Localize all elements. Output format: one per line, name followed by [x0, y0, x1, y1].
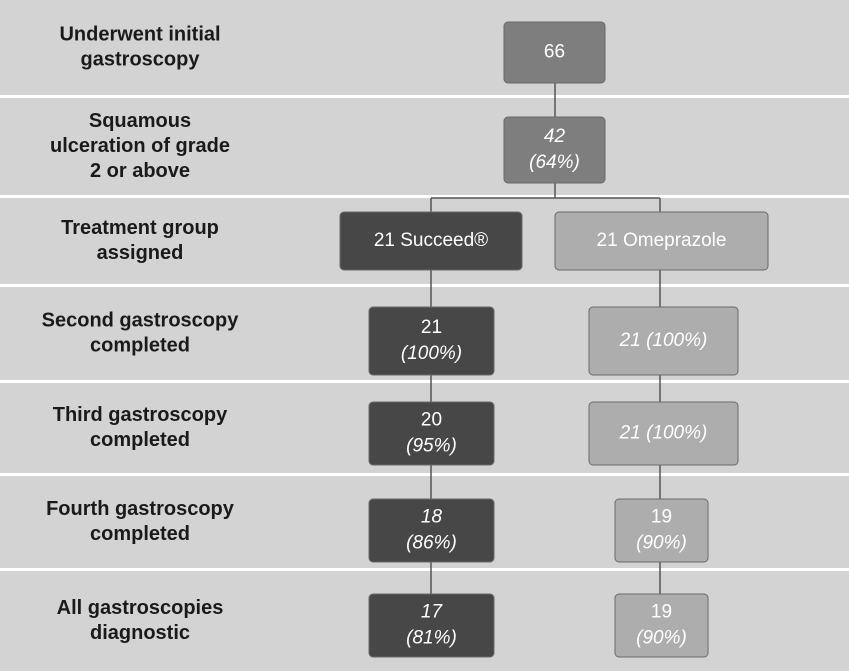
- row-label: completed: [90, 334, 190, 356]
- box-text: 20: [421, 410, 442, 431]
- box-text: 21: [421, 317, 442, 338]
- box-text: (86%): [406, 533, 457, 554]
- count-box: [368, 306, 495, 376]
- box-text: (95%): [406, 436, 457, 457]
- row-label: Underwent initial: [59, 23, 220, 45]
- row-label: completed: [90, 523, 190, 545]
- row-label: completed: [90, 429, 190, 451]
- row-label: Second gastroscopy: [42, 309, 240, 331]
- row-label: Treatment group: [61, 217, 219, 239]
- box-text: 21 Succeed®: [374, 230, 488, 251]
- box-text: 17: [421, 602, 444, 623]
- count-box: [503, 116, 606, 184]
- row-label: Fourth gastroscopy: [46, 498, 235, 520]
- box-text: (100%): [401, 343, 462, 364]
- box-text: (64%): [529, 152, 580, 173]
- content: Underwent initial gastroscopy 66 Squamous ul…: [42, 21, 769, 658]
- count-box: [588, 306, 739, 376]
- row-band: [0, 98, 849, 195]
- count-box: [588, 401, 739, 466]
- row-label: ulceration of grade: [50, 135, 230, 157]
- box-text: 19: [651, 602, 672, 623]
- box-text: (81%): [406, 628, 457, 649]
- count-box: [368, 401, 495, 466]
- row-label: Third gastroscopy: [53, 404, 228, 426]
- row-label: Squamous: [89, 110, 191, 132]
- row-band: [0, 0, 849, 95]
- box-text: 21 (100%): [619, 423, 708, 444]
- box-text: 66: [544, 42, 565, 63]
- row-label: All gastroscopies: [57, 597, 224, 619]
- count-box: [368, 498, 495, 563]
- row-label: diagnostic: [90, 622, 190, 644]
- box-text: 19: [651, 507, 672, 528]
- box-text: 42: [544, 126, 566, 147]
- box-text: (90%): [636, 533, 687, 554]
- row-label: assigned: [97, 242, 184, 264]
- count-box: [339, 211, 523, 271]
- box-text: 21 Omeprazole: [597, 230, 727, 251]
- count-box: [614, 593, 709, 658]
- row-label: gastroscopy: [81, 48, 201, 70]
- box-text: (90%): [636, 628, 687, 649]
- row-label: 2 or above: [90, 160, 190, 182]
- box-text: 18: [421, 507, 443, 528]
- count-box: [503, 21, 606, 84]
- box-text: 21 (100%): [619, 330, 708, 351]
- count-box: [554, 211, 769, 271]
- count-box: [368, 593, 495, 658]
- count-box: [614, 498, 709, 563]
